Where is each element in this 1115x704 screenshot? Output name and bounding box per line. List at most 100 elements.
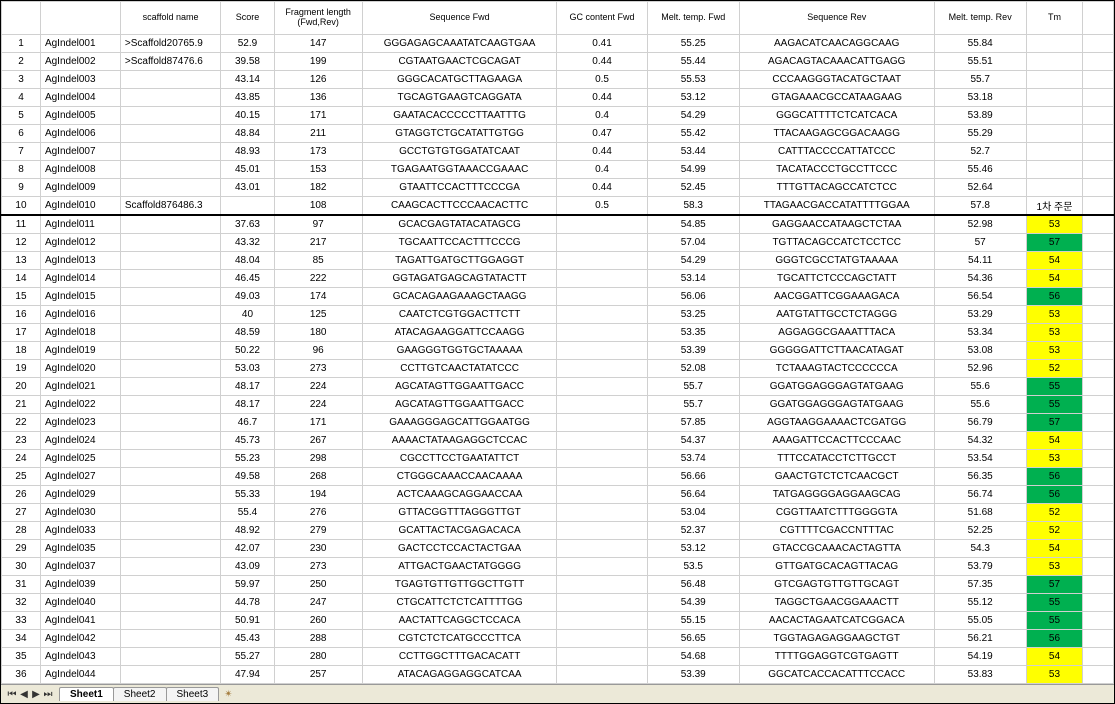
cell-seqrev[interactable]: GGATGGAGGGAGTATGAAG xyxy=(739,396,934,414)
cell-id[interactable]: AgIndel009 xyxy=(40,179,120,197)
cell-tm[interactable] xyxy=(1026,125,1082,143)
cell-seqfwd[interactable]: GGGAGAGCAAATATCAAGTGAA xyxy=(362,35,557,53)
cell-scaffold[interactable] xyxy=(120,306,220,324)
tab-sheet1[interactable]: Sheet1 xyxy=(59,687,114,701)
cell-seqrev[interactable]: AAGACATCAACAGGCAAG xyxy=(739,35,934,53)
cell-rownum[interactable]: 15 xyxy=(2,288,41,306)
nav-next-icon[interactable]: ▶ xyxy=(31,689,41,700)
cell-rownum[interactable]: 35 xyxy=(2,648,41,666)
cell-mtf[interactable]: 53.74 xyxy=(647,450,739,468)
cell-mtf[interactable]: 54.39 xyxy=(647,594,739,612)
cell-score[interactable]: 43.14 xyxy=(221,71,274,89)
cell-mtf[interactable]: 52.45 xyxy=(647,179,739,197)
cell-tm[interactable]: 1차 주문 xyxy=(1026,197,1082,216)
cell-mtf[interactable]: 54.99 xyxy=(647,161,739,179)
cell-mtf[interactable]: 55.44 xyxy=(647,53,739,71)
cell-rownum[interactable]: 8 xyxy=(2,161,41,179)
cell-id[interactable]: AgIndel010 xyxy=(40,197,120,216)
cell-id[interactable]: AgIndel041 xyxy=(40,612,120,630)
cell-scaffold[interactable] xyxy=(120,125,220,143)
cell-mtr[interactable]: 56.21 xyxy=(934,630,1026,648)
cell-mtf[interactable]: 56.64 xyxy=(647,486,739,504)
cell-gc[interactable] xyxy=(557,450,647,468)
cell-mtf[interactable]: 56.06 xyxy=(647,288,739,306)
cell-rownum[interactable]: 25 xyxy=(2,468,41,486)
cell-id[interactable]: AgIndel004 xyxy=(40,89,120,107)
cell-seqrev[interactable]: TAGGCTGAACGGAAACTT xyxy=(739,594,934,612)
cell-rownum[interactable]: 32 xyxy=(2,594,41,612)
cell-rownum[interactable]: 27 xyxy=(2,504,41,522)
cell-seqfwd[interactable]: GCACAGAAGAAAGCTAAGG xyxy=(362,288,557,306)
cell-scaffold[interactable] xyxy=(120,486,220,504)
cell-score[interactable]: 44.78 xyxy=(221,594,274,612)
cell-id[interactable]: AgIndel020 xyxy=(40,360,120,378)
cell-id[interactable]: AgIndel001 xyxy=(40,35,120,53)
cell-gc[interactable] xyxy=(557,306,647,324)
cell-gc[interactable]: 0.4 xyxy=(557,161,647,179)
cell-mtr[interactable]: 54.11 xyxy=(934,252,1026,270)
cell-mtf[interactable]: 57.85 xyxy=(647,414,739,432)
cell-seqfwd[interactable]: AGCATAGTTGGAATTGACC xyxy=(362,396,557,414)
cell-id[interactable]: AgIndel027 xyxy=(40,468,120,486)
cell-seqfwd[interactable]: GGGCACATGCTTAGAAGA xyxy=(362,71,557,89)
cell-seqfwd[interactable]: AAAACTATAAGAGGCTCCAC xyxy=(362,432,557,450)
cell-gc[interactable] xyxy=(557,324,647,342)
cell-mtf[interactable]: 54.37 xyxy=(647,432,739,450)
cell-score[interactable] xyxy=(221,197,274,216)
cell-frag[interactable]: 147 xyxy=(274,35,362,53)
cell-id[interactable]: AgIndel003 xyxy=(40,71,120,89)
cell-frag[interactable]: 267 xyxy=(274,432,362,450)
cell-blank[interactable] xyxy=(1083,342,1114,360)
cell-blank[interactable] xyxy=(1083,360,1114,378)
cell-id[interactable]: AgIndel012 xyxy=(40,234,120,252)
cell-score[interactable]: 55.23 xyxy=(221,450,274,468)
cell-tm[interactable] xyxy=(1026,161,1082,179)
cell-seqfwd[interactable]: CGTCTCTCATGCCCTTCA xyxy=(362,630,557,648)
cell-mtr[interactable]: 55.29 xyxy=(934,125,1026,143)
cell-scaffold[interactable] xyxy=(120,288,220,306)
cell-score[interactable]: 45.01 xyxy=(221,161,274,179)
cell-frag[interactable]: 247 xyxy=(274,594,362,612)
cell-rownum[interactable]: 24 xyxy=(2,450,41,468)
cell-tm[interactable] xyxy=(1026,143,1082,161)
cell-frag[interactable]: 126 xyxy=(274,71,362,89)
cell-seqfwd[interactable]: GAATACACCCCCTTAATTTG xyxy=(362,107,557,125)
cell-tm[interactable]: 52 xyxy=(1026,522,1082,540)
cell-mtr[interactable]: 51.68 xyxy=(934,504,1026,522)
cell-id[interactable]: AgIndel016 xyxy=(40,306,120,324)
cell-tm[interactable]: 52 xyxy=(1026,504,1082,522)
cell-scaffold[interactable] xyxy=(120,576,220,594)
cell-mtr[interactable]: 57 xyxy=(934,234,1026,252)
cell-frag[interactable]: 288 xyxy=(274,630,362,648)
cell-gc[interactable]: 0.44 xyxy=(557,179,647,197)
cell-score[interactable]: 48.92 xyxy=(221,522,274,540)
cell-rownum[interactable]: 30 xyxy=(2,558,41,576)
cell-rownum[interactable]: 17 xyxy=(2,324,41,342)
cell-seqfwd[interactable]: CAATCTCGTGGACTTCTT xyxy=(362,306,557,324)
cell-frag[interactable]: 85 xyxy=(274,252,362,270)
cell-frag[interactable]: 257 xyxy=(274,666,362,684)
cell-scaffold[interactable] xyxy=(120,71,220,89)
cell-tm[interactable]: 57 xyxy=(1026,234,1082,252)
cell-frag[interactable]: 211 xyxy=(274,125,362,143)
cell-id[interactable]: AgIndel043 xyxy=(40,648,120,666)
cell-id[interactable]: AgIndel025 xyxy=(40,450,120,468)
cell-seqfwd[interactable]: GCATTACTACGAGACACA xyxy=(362,522,557,540)
cell-rownum[interactable]: 2 xyxy=(2,53,41,71)
cell-score[interactable]: 40.15 xyxy=(221,107,274,125)
cell-scaffold[interactable] xyxy=(120,432,220,450)
cell-id[interactable]: AgIndel019 xyxy=(40,342,120,360)
cell-tm[interactable]: 53 xyxy=(1026,450,1082,468)
cell-seqrev[interactable]: CCCAAGGGTACATGCTAAT xyxy=(739,71,934,89)
cell-seqrev[interactable]: GGATGGAGGGAGTATGAAG xyxy=(739,378,934,396)
cell-seqfwd[interactable]: CAAGCACTTCCCAACACTTC xyxy=(362,197,557,216)
cell-rownum[interactable]: 33 xyxy=(2,612,41,630)
cell-score[interactable]: 40 xyxy=(221,306,274,324)
cell-mtr[interactable]: 52.64 xyxy=(934,179,1026,197)
cell-blank[interactable] xyxy=(1083,504,1114,522)
cell-frag[interactable]: 276 xyxy=(274,504,362,522)
cell-seqfwd[interactable]: TGAGTGTTGTTGGCTTGTT xyxy=(362,576,557,594)
cell-id[interactable]: AgIndel030 xyxy=(40,504,120,522)
cell-rownum[interactable]: 22 xyxy=(2,414,41,432)
cell-seqfwd[interactable]: CTGCATTCTCTCATTTTGG xyxy=(362,594,557,612)
